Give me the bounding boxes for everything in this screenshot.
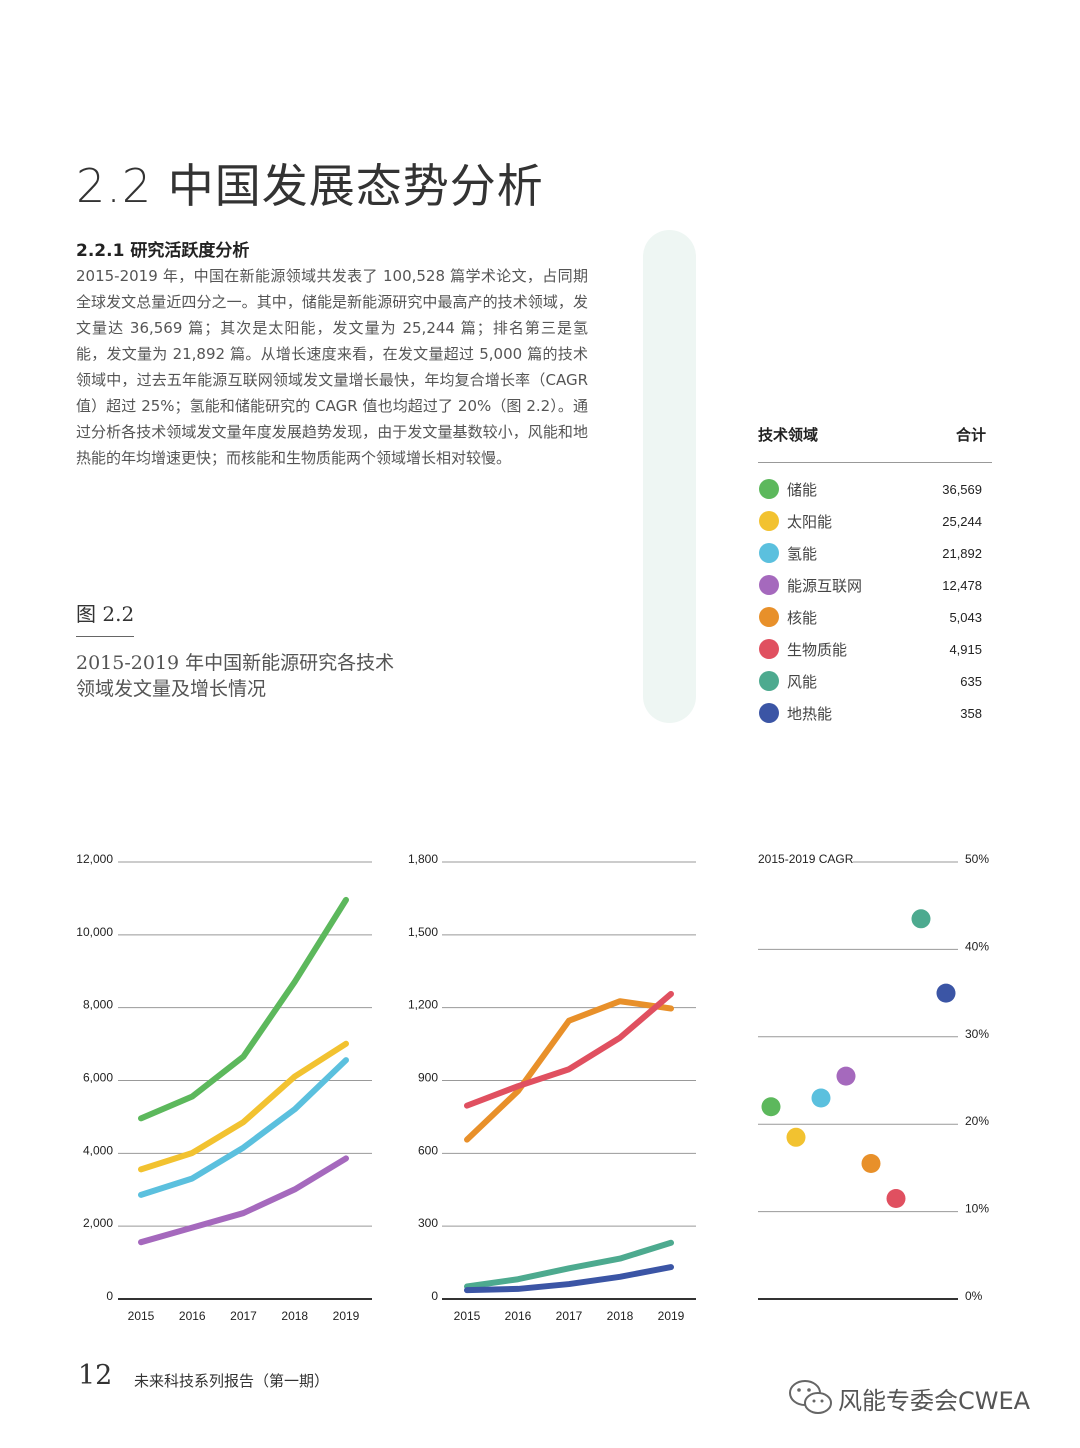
- legend-field-total: 635: [960, 673, 982, 689]
- charts-svg: 0 2,000 4,000 6,000 8,000 10,000 12,000 2015 201…: [76, 852, 989, 1323]
- watermark-text: 风能专委会CWEA: [838, 1386, 1031, 1415]
- legend-divider: [758, 462, 992, 463]
- chart-title: 2015-2019 CAGR: [758, 852, 854, 866]
- x-tick-label: 2017: [556, 1309, 583, 1323]
- legend-swatch: [759, 607, 779, 627]
- y-tick-label: 8,000: [83, 998, 113, 1012]
- y-tick-label: 2,000: [83, 1216, 113, 1230]
- legend-row: 氢能 21,892: [758, 537, 992, 569]
- scatter-point: [836, 1066, 856, 1086]
- legend-table: 技术领域 合计 储能 36,569 太阳能 25,244 氢能 21,892 能源互联网 12…: [758, 420, 992, 729]
- legend-field-name: 风能: [787, 672, 818, 691]
- legend-header-field: 技术领域: [758, 426, 819, 444]
- y-tick-label: 30%: [965, 1027, 989, 1041]
- x-tick-label: 2017: [230, 1309, 257, 1323]
- scatter-point: [936, 983, 956, 1003]
- y-tick-label: 0: [106, 1289, 113, 1303]
- legend-field-name: 核能: [787, 608, 818, 627]
- legend-row: 能源互联网 12,478: [758, 569, 992, 601]
- legend-field-name: 氢能: [787, 544, 818, 563]
- legend-field-name: 生物质能: [787, 640, 848, 659]
- body-paragraph: 2015-2019 年，中国在新能源领域共发表了 100,528 篇学术论文，占…: [76, 267, 588, 467]
- x-tick-label: 2018: [281, 1309, 308, 1323]
- x-tick-label: 2015: [454, 1309, 481, 1323]
- y-tick-label: 900: [418, 1071, 438, 1085]
- scatter-point: [911, 909, 931, 929]
- legend-rows: 储能 36,569 太阳能 25,244 氢能 21,892 能源互联网 12,478 核能 5,…: [758, 473, 992, 729]
- legend-field-total: 5,043: [949, 609, 982, 625]
- scatter-point: [861, 1154, 881, 1174]
- scatter-point: [886, 1188, 906, 1208]
- legend-swatch: [759, 511, 779, 531]
- y-tick-label: 1,200: [408, 998, 438, 1012]
- legend-header-total: 合计: [955, 426, 986, 444]
- y-tick-label: 1,500: [408, 925, 438, 939]
- y-tick-label: 600: [418, 1143, 438, 1157]
- legend-swatch: [759, 543, 779, 563]
- legend-field-name: 地热能: [787, 704, 833, 723]
- series-line: [464, 998, 674, 1143]
- series-line: [138, 1155, 349, 1246]
- x-tick-label: 2015: [128, 1309, 155, 1323]
- legend-field-name: 储能: [787, 480, 818, 499]
- legend-field-total: 358: [960, 705, 982, 721]
- y-tick-label: 40%: [965, 939, 989, 953]
- subsection-title: 2.2.1 研究活跃度分析: [76, 241, 250, 261]
- legend-field-total: 25,244: [942, 513, 982, 529]
- legend-row: 储能 36,569: [758, 473, 992, 505]
- legend-row: 风能 635: [758, 665, 992, 697]
- x-tick-label: 2016: [179, 1309, 206, 1323]
- y-tick-label: 300: [418, 1216, 438, 1230]
- section-title: 2.2 中国发展态势分析: [76, 159, 544, 213]
- legend-field-total: 4,915: [949, 641, 982, 657]
- figure-divider: [76, 636, 134, 637]
- y-tick-label: 0: [431, 1289, 438, 1303]
- y-tick-label: 20%: [965, 1114, 989, 1128]
- legend-header: 技术领域 合计: [758, 420, 992, 450]
- legend-row: 太阳能 25,244: [758, 505, 992, 537]
- x-tick-label: 2018: [607, 1309, 634, 1323]
- x-tick-label: 2019: [658, 1309, 685, 1323]
- scatter-point: [761, 1097, 781, 1117]
- series-line: [464, 990, 674, 1109]
- y-tick-label: 4,000: [83, 1143, 113, 1157]
- series-line: [138, 896, 349, 1122]
- y-tick-label: 0%: [965, 1289, 983, 1303]
- y-tick-label: 50%: [965, 852, 989, 866]
- legend-row: 生物质能 4,915: [758, 633, 992, 665]
- x-tick-label: 2019: [333, 1309, 360, 1323]
- legend-swatch: [759, 575, 779, 595]
- y-tick-label: 10%: [965, 1202, 989, 1216]
- series-line: [138, 1057, 349, 1198]
- legend-swatch: [759, 639, 779, 659]
- report-series-name: 未来科技系列报告（第一期）: [134, 1372, 330, 1390]
- legend-field-total: 21,892: [942, 545, 982, 561]
- legend-field-name: 太阳能: [787, 512, 833, 531]
- figure-label: 图 2.2: [76, 602, 135, 626]
- scatter-point: [811, 1088, 831, 1108]
- legend-swatch: [759, 671, 779, 691]
- series-line: [464, 1264, 674, 1294]
- legend-field-name: 能源互联网: [787, 576, 863, 595]
- legend-field-total: 36,569: [942, 481, 982, 497]
- y-tick-label: 6,000: [83, 1071, 113, 1085]
- legend-field-total: 12,478: [942, 577, 982, 593]
- watermark: 风能专委会CWEA: [788, 1378, 1030, 1418]
- x-tick-label: 2016: [505, 1309, 532, 1323]
- y-tick-label: 10,000: [76, 925, 113, 939]
- y-tick-label: 1,800: [408, 852, 438, 866]
- series-line: [138, 1040, 349, 1173]
- legend-swatch: [759, 703, 779, 723]
- legend-swatch: [759, 479, 779, 499]
- scatter-point: [786, 1127, 806, 1147]
- figure-caption: 2015-2019 年中国新能源研究各技术领域发文量及增长情况: [76, 652, 395, 700]
- y-tick-label: 12,000: [76, 852, 113, 866]
- legend-row: 地热能 358: [758, 697, 992, 729]
- chart-area: 0 2,000 4,000 6,000 8,000 10,000 12,000 2015 201…: [0, 840, 1080, 1344]
- series-line: [464, 1239, 674, 1290]
- page-number: 12: [78, 1360, 113, 1391]
- legend-row: 核能 5,043: [758, 601, 992, 633]
- decorative-bar: [643, 230, 696, 723]
- wechat-icon: [789, 1380, 832, 1414]
